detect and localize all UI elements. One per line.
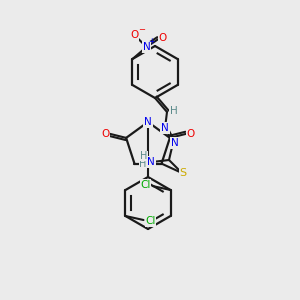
Text: Cl: Cl	[145, 216, 156, 226]
Text: N: N	[147, 157, 155, 167]
Text: Cl: Cl	[140, 180, 151, 190]
Text: O: O	[101, 129, 109, 139]
Text: O: O	[130, 30, 139, 40]
Text: N: N	[144, 117, 152, 127]
Text: N: N	[171, 138, 179, 148]
Text: −: −	[138, 26, 145, 34]
Text: N: N	[161, 123, 169, 133]
Text: O: O	[187, 129, 195, 139]
Text: S: S	[179, 168, 187, 178]
Text: H: H	[140, 151, 148, 161]
Text: N: N	[142, 42, 150, 52]
Text: H: H	[139, 159, 147, 169]
Text: +: +	[148, 37, 155, 46]
Text: O: O	[158, 33, 166, 43]
Text: H: H	[170, 106, 178, 116]
